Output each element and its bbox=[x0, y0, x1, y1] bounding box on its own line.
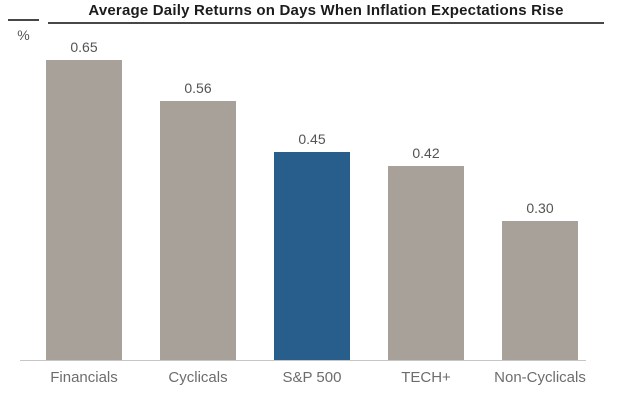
y-axis-unit-label: % bbox=[17, 27, 30, 43]
bar-non-cyclicals bbox=[502, 221, 578, 360]
value-label-s-p-500: 0.45 bbox=[298, 131, 326, 147]
bar-s-p-500 bbox=[274, 152, 350, 360]
value-label-tech: 0.42 bbox=[412, 145, 440, 161]
value-label-cyclicals: 0.56 bbox=[184, 80, 212, 96]
category-label-non-cyclicals: Non-Cyclicals bbox=[494, 369, 586, 386]
category-label-tech: TECH+ bbox=[401, 369, 451, 386]
bar-financials bbox=[46, 60, 122, 360]
y-axis-unit-block: % bbox=[8, 19, 39, 45]
bar-tech bbox=[388, 166, 464, 360]
x-axis-baseline bbox=[20, 360, 586, 361]
category-label-cyclicals: Cyclicals bbox=[168, 369, 228, 386]
category-label-financials: Financials bbox=[50, 369, 118, 386]
bar-cyclicals bbox=[160, 101, 236, 360]
value-label-financials: 0.65 bbox=[70, 39, 98, 55]
category-label-s-p-500: S&P 500 bbox=[282, 369, 342, 386]
value-label-non-cyclicals: 0.30 bbox=[526, 200, 554, 216]
chart-title: Average Daily Returns on Days When Infla… bbox=[48, 2, 604, 24]
